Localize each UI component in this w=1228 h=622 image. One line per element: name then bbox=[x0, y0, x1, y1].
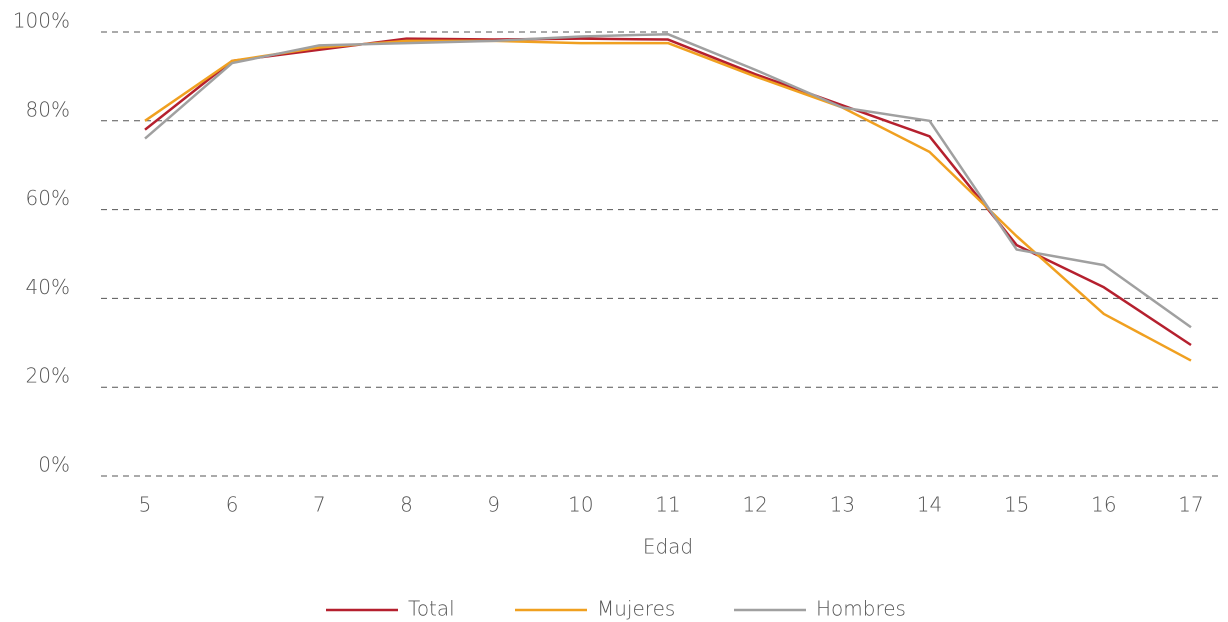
x-tick-label: 7 bbox=[313, 493, 326, 517]
legend-label: Hombres bbox=[816, 597, 906, 621]
y-tick-label: 0% bbox=[38, 453, 70, 477]
y-tick-label: 20% bbox=[26, 364, 70, 388]
y-tick-label: 80% bbox=[26, 97, 70, 121]
x-tick-label: 15 bbox=[1004, 493, 1029, 517]
x-tick-label: 5 bbox=[139, 493, 152, 517]
line-series bbox=[144, 37, 1192, 347]
x-tick-label: 17 bbox=[1178, 493, 1203, 517]
x-tick-label: 13 bbox=[830, 493, 855, 517]
x-tick-label: 10 bbox=[568, 493, 593, 517]
x-tick-label: 12 bbox=[742, 493, 767, 517]
line-series bbox=[144, 39, 1192, 362]
y-tick-label: 60% bbox=[26, 186, 70, 210]
x-tick-label: 6 bbox=[226, 493, 239, 517]
x-tick-label: 16 bbox=[1091, 493, 1116, 517]
x-axis-label: Edad bbox=[643, 535, 693, 559]
x-tick-label: 11 bbox=[655, 493, 680, 517]
y-tick-label: 100% bbox=[13, 9, 70, 33]
legend-label: Total bbox=[408, 597, 455, 621]
x-tick-label: 14 bbox=[917, 493, 942, 517]
y-tick-label: 40% bbox=[26, 275, 70, 299]
legend-label: Mujeres bbox=[597, 597, 675, 621]
line-series bbox=[144, 32, 1192, 329]
x-tick-label: 9 bbox=[487, 493, 500, 517]
x-tick-label: 8 bbox=[400, 493, 413, 517]
